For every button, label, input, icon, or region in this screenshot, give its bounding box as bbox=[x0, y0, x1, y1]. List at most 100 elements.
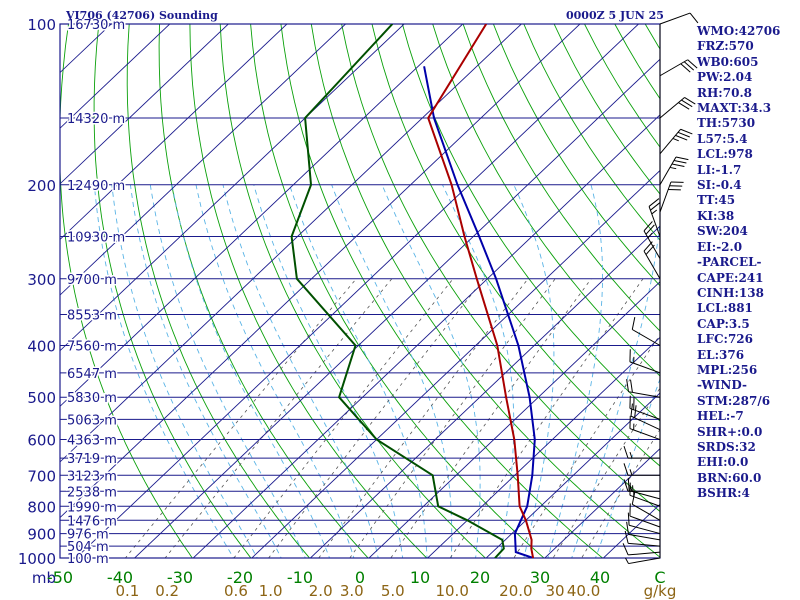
moist-adiabat bbox=[111, 184, 258, 558]
isotherm bbox=[133, 58, 660, 558]
wind-barb bbox=[623, 463, 660, 476]
index-9: LI:-1.7 bbox=[697, 162, 742, 177]
index-18: LCL:881 bbox=[697, 301, 753, 316]
mixing-ratio-line bbox=[124, 278, 357, 558]
height-label: 14320 m bbox=[67, 112, 125, 127]
profiles bbox=[290, 24, 536, 558]
wind-barb bbox=[626, 521, 661, 541]
dry-adiabat bbox=[219, 24, 486, 558]
height-label: 10930 m bbox=[67, 230, 125, 245]
index-6: TH:5730 bbox=[697, 116, 756, 131]
wind-barbs bbox=[622, 12, 699, 565]
pressure-label: 200 bbox=[27, 177, 56, 195]
wind-barb bbox=[627, 477, 661, 500]
moist-adiabat bbox=[595, 377, 660, 558]
index-16: CAPE:241 bbox=[697, 270, 764, 285]
wind-barb bbox=[659, 12, 699, 25]
wind-barb bbox=[623, 479, 660, 492]
mixing-ratio-line bbox=[552, 387, 660, 558]
index-17: CINH:138 bbox=[697, 285, 764, 300]
wind-barb bbox=[643, 221, 661, 259]
wind-barb bbox=[629, 503, 661, 528]
temperature-tick-label: 30 bbox=[530, 568, 550, 587]
dry-adiabat bbox=[158, 24, 369, 558]
pressure-unit-label: mb bbox=[32, 569, 56, 587]
isotherm bbox=[60, 24, 464, 407]
wind-barb bbox=[648, 198, 661, 237]
moist-adiabat bbox=[331, 184, 453, 558]
isotherm bbox=[426, 336, 660, 558]
height-label: 3719 m bbox=[67, 452, 117, 467]
indices-panel: WMO:42706 FRZ:570 WB0:605 PW:2.04 RH:70.8 MAX… bbox=[697, 24, 797, 502]
moist-adiabat bbox=[171, 184, 330, 558]
index-29: BRN:60.0 bbox=[697, 470, 762, 485]
temperature-tick-label: -10 bbox=[287, 568, 313, 587]
pressure-label: 900 bbox=[27, 526, 56, 544]
dry-adiabat bbox=[341, 24, 660, 513]
index-21: EL:376 bbox=[697, 347, 745, 362]
mixing-ratio-line bbox=[513, 334, 660, 558]
height-label: 504 m bbox=[67, 540, 109, 555]
index-26: SHR+:0.0 bbox=[697, 424, 763, 439]
isotherm bbox=[485, 392, 660, 558]
mixing-ratio-line bbox=[581, 428, 660, 558]
temperature-tick-label: 40 bbox=[590, 568, 610, 587]
isobars bbox=[59, 23, 661, 559]
isotherm bbox=[251, 169, 660, 558]
mixing-ratio-line bbox=[233, 278, 454, 558]
index-8: LCL:978 bbox=[697, 147, 753, 162]
moist-adiabat bbox=[289, 184, 428, 558]
height-label: 976 m bbox=[67, 528, 109, 543]
wind-barb bbox=[631, 491, 661, 521]
mixing-ratio-tick-label: 40.0 bbox=[567, 582, 600, 600]
wind-barb bbox=[659, 97, 696, 119]
index-22: MPL:256 bbox=[697, 362, 758, 377]
index-4: RH:70.8 bbox=[697, 85, 752, 100]
height-label: 7560 m bbox=[67, 340, 117, 355]
moist-adiabat bbox=[253, 184, 404, 558]
index-3: PW:2.04 bbox=[697, 70, 753, 85]
wind-barb bbox=[630, 403, 661, 431]
wind-barb bbox=[629, 349, 661, 374]
index-12: KI:38 bbox=[697, 208, 735, 223]
wind-barb bbox=[624, 530, 661, 547]
dewpoint-line bbox=[290, 24, 505, 558]
pressure-label: 600 bbox=[27, 432, 56, 450]
isotherm bbox=[60, 24, 581, 519]
wind-barb bbox=[659, 181, 684, 213]
mixing-ratio-line bbox=[390, 278, 592, 558]
wind-barb bbox=[622, 543, 661, 556]
mixing-ratio-line bbox=[349, 278, 556, 558]
height-label: 6547 m bbox=[67, 367, 117, 382]
mixing-ratio-tick-label: 10.0 bbox=[435, 582, 468, 600]
height-label: 3123 m bbox=[67, 469, 117, 484]
wind-barb bbox=[659, 156, 689, 186]
index-2: WB0:605 bbox=[697, 54, 759, 69]
temperature-tick-label: 10 bbox=[410, 568, 430, 587]
isotherm bbox=[60, 24, 523, 463]
dry-adiabat bbox=[93, 24, 252, 558]
mixing-ratio-line bbox=[449, 278, 644, 558]
temperature-tick-label: 0 bbox=[355, 568, 365, 587]
index-23: -WIND- bbox=[697, 378, 747, 393]
pressure-label: 300 bbox=[27, 271, 56, 289]
temperature-line bbox=[427, 24, 535, 558]
isotherms bbox=[60, 24, 660, 558]
station-title: VI706 (42706) Sounding bbox=[66, 9, 218, 22]
mixing-ratio-unit-label: g/kg bbox=[644, 582, 677, 600]
moist-adiabat bbox=[195, 184, 355, 558]
isotherm bbox=[544, 448, 660, 558]
height-label: 100 m bbox=[67, 552, 109, 567]
index-7: L57:5.4 bbox=[697, 131, 748, 146]
wind-barb bbox=[625, 557, 661, 565]
pressure-label: 800 bbox=[27, 498, 56, 516]
index-25: HEL:-7 bbox=[697, 409, 744, 424]
moist-adiabat bbox=[513, 184, 555, 558]
mixing-ratio-lines bbox=[124, 278, 660, 558]
valid-time: 0000Z 5 JUN 25 bbox=[566, 9, 664, 22]
wind-barb bbox=[659, 128, 693, 155]
index-24: STM:287/6 bbox=[697, 393, 771, 408]
isotherm bbox=[60, 24, 230, 185]
mixing-ratio-tick-label: 2.0 bbox=[309, 582, 333, 600]
wind-barb bbox=[626, 379, 661, 398]
